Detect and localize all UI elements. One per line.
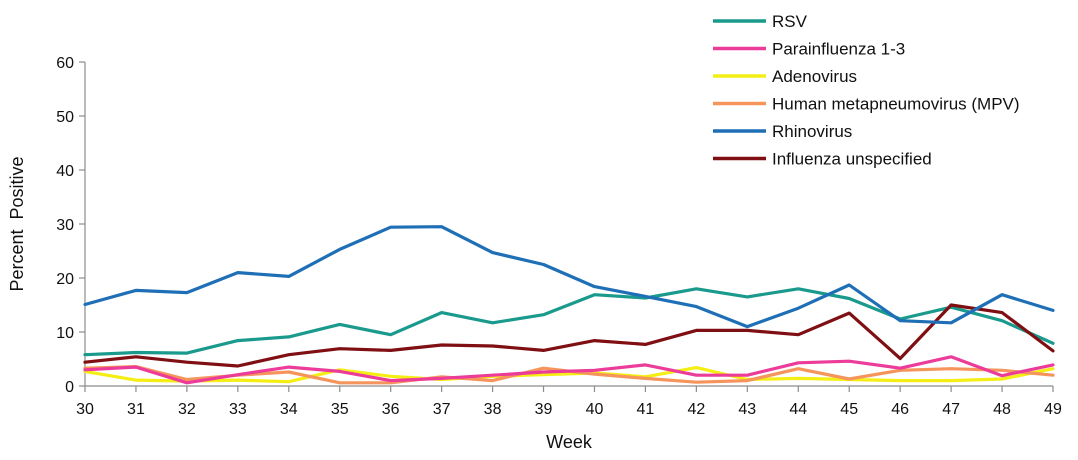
x-tick-label: 40: [586, 401, 604, 418]
legend-label-adenovirus: Adenovirus: [772, 67, 857, 86]
legend-label-rhinovirus: Rhinovirus: [772, 122, 852, 141]
x-tick-label: 41: [637, 401, 655, 418]
legend: RSV Parainfluenza 1-3 Adenovirus Human meta…: [713, 12, 1020, 169]
series-line-influenza-unspecified: [83, 303, 1055, 368]
legend-label-human-metapneumovirus-mpv: Human metapneumovirus (MPV): [772, 95, 1020, 114]
y-tick-label: 0: [65, 379, 74, 396]
legend-label-rsv: RSV: [772, 12, 808, 31]
x-tick-label: 33: [229, 401, 247, 418]
series-line-parainfluenza-1-3: [83, 355, 1055, 385]
y-axis-title: Percent Positive: [7, 156, 27, 291]
x-tick-label: 36: [382, 401, 400, 418]
legend-label-influenza-unspecified: Influenza unspecified: [772, 150, 932, 169]
series-line-rhinovirus: [83, 225, 1055, 329]
x-tick-label: 37: [433, 401, 451, 418]
x-tick-label: 47: [942, 401, 960, 418]
y-tick-label: 10: [56, 325, 74, 342]
x-tick-label: 43: [738, 401, 756, 418]
y-tick-label: 60: [56, 55, 74, 72]
x-tick-label: 48: [993, 401, 1011, 418]
x-tick-label: 44: [789, 401, 807, 418]
x-tick-label: 46: [891, 401, 909, 418]
y-tick-label: 30: [56, 217, 74, 234]
x-tick-label: 42: [687, 401, 705, 418]
x-tick-label: 35: [331, 401, 349, 418]
x-tick-label: 49: [1044, 401, 1062, 418]
x-axis-title: Week: [546, 432, 593, 452]
series-line-adenovirus: [83, 366, 1055, 384]
legend-label-parainfluenza-1-3: Parainfluenza 1-3: [772, 40, 905, 59]
x-tick-label: 32: [178, 401, 196, 418]
x-tick-label: 31: [127, 401, 145, 418]
x-tick-label: 34: [280, 401, 298, 418]
y-tick-label: 50: [56, 109, 74, 126]
y-tick-label: 40: [56, 163, 74, 180]
y-tick-label: 20: [56, 271, 74, 288]
x-tick-label: 38: [484, 401, 502, 418]
x-tick-label: 45: [840, 401, 858, 418]
x-tick-label: 30: [76, 401, 94, 418]
series-lines-group: [83, 225, 1055, 385]
x-tick-label: 39: [535, 401, 553, 418]
axes-group: 0 10 20 30 40 50 60 30 31 32 33 34 35 36 37 38 39 40 41 42 4…: [56, 55, 1062, 418]
